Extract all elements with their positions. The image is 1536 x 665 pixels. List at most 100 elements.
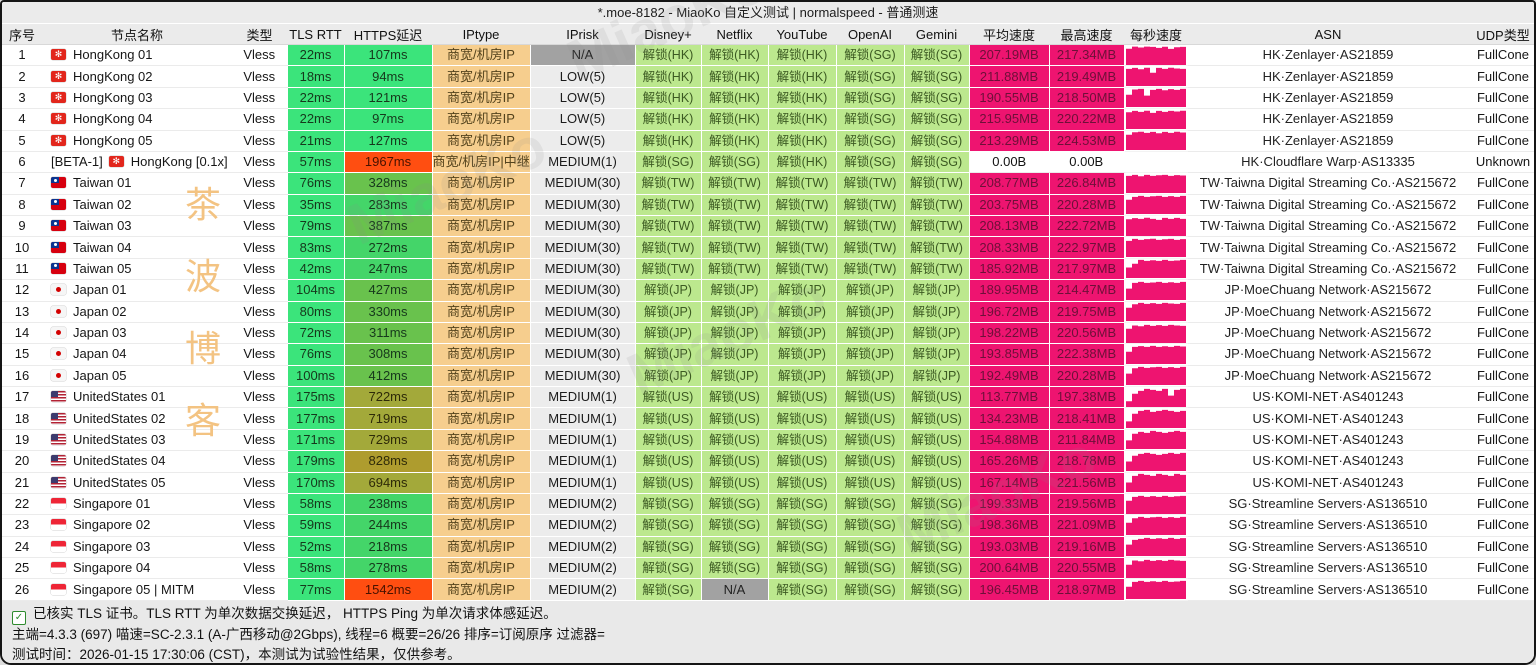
cell-max-speed: 217.34MB <box>1048 44 1125 67</box>
cell-index: 25 <box>2 557 42 580</box>
cell-tls-rtt: 22ms <box>286 108 345 131</box>
cell-https-latency: 94ms <box>343 65 433 88</box>
cell-avg-speed: 193.03MB <box>968 536 1050 559</box>
cell-netflix: 解锁(TW) <box>700 172 769 195</box>
cell-disney: 解锁(US) <box>634 386 702 409</box>
per-second-speed-sparkline <box>1126 559 1187 578</box>
cell-index: 19 <box>2 429 42 452</box>
cell-avg-speed: 190.55MB <box>968 87 1050 110</box>
cell-node-name: Singapore 04 <box>42 557 232 580</box>
cell-gemini: 解锁(SG) <box>903 514 970 537</box>
cell-speed-sparkline <box>1123 429 1188 452</box>
cell-index: 22 <box>2 493 42 516</box>
cell-max-speed: 197.38MB <box>1048 386 1125 409</box>
node-name-label: HongKong 04 <box>73 111 153 127</box>
hk-flag-icon <box>51 134 66 146</box>
cell-asn: TW·Taiwna Digital Streaming Co.·AS215672 <box>1188 236 1468 259</box>
cell-asn: HK·Cloudflare Warp·AS13335 <box>1188 151 1468 174</box>
cell-youtube: 解锁(HK) <box>767 130 837 152</box>
cell-iprisk: LOW(5) <box>530 130 635 152</box>
col-header-disney: Disney+ <box>635 24 701 45</box>
cell-index: 14 <box>2 322 42 345</box>
cell-iptype: 商宽/机房IP <box>431 130 531 152</box>
cell-type: Vless <box>232 130 287 152</box>
cell-avg-speed: 215.95MB <box>968 108 1050 131</box>
per-second-speed-sparkline <box>1126 367 1187 386</box>
cell-udp-type: FullCone <box>1468 450 1534 473</box>
cell-asn: HK·Zenlayer·AS21859 <box>1188 65 1468 88</box>
cell-index: 2 <box>2 65 42 88</box>
cell-speed-sparkline <box>1123 108 1188 131</box>
cell-udp-type: FullCone <box>1468 493 1534 516</box>
cell-node-name: UnitedStates 04 <box>42 450 232 473</box>
cell-iprisk: MEDIUM(2) <box>530 514 635 537</box>
cell-gemini: 解锁(US) <box>903 429 970 452</box>
cell-iprisk: MEDIUM(1) <box>530 429 635 452</box>
cell-netflix: 解锁(TW) <box>700 194 769 217</box>
cell-openai: 解锁(JP) <box>835 279 905 302</box>
cell-node-name: HongKong 04 <box>42 108 232 131</box>
us-flag-icon <box>51 455 66 467</box>
cell-iptype: 商宽/机房IP <box>431 108 531 131</box>
cell-index: 26 <box>2 578 42 601</box>
cell-tls-rtt: 22ms <box>286 44 345 67</box>
cell-gemini: 解锁(JP) <box>903 343 970 366</box>
cell-iprisk: MEDIUM(1) <box>530 407 635 430</box>
cell-disney: 解锁(JP) <box>634 279 702 302</box>
cell-asn: SG·Streamline Servers·AS136510 <box>1188 536 1468 559</box>
cell-disney: 解锁(HK) <box>634 44 702 67</box>
cell-netflix: 解锁(HK) <box>700 87 769 110</box>
cell-tls-rtt: 179ms <box>286 450 345 473</box>
per-second-speed-sparkline <box>1126 474 1187 493</box>
cell-gemini: 解锁(TW) <box>903 258 970 281</box>
cell-iptype: 商宽/机房IP <box>431 429 531 452</box>
cell-gemini: 解锁(JP) <box>903 365 970 388</box>
cell-index: 3 <box>2 87 42 110</box>
cell-iprisk: MEDIUM(30) <box>530 172 635 195</box>
cell-gemini: 解锁(SG) <box>903 130 970 152</box>
tw-flag-icon <box>51 220 66 232</box>
cell-type: Vless <box>232 343 287 366</box>
col-header-node-name: 节点名称 <box>42 24 232 45</box>
cell-https-latency: 719ms <box>343 407 433 430</box>
cell-netflix: 解锁(TW) <box>700 215 769 238</box>
cell-openai: 解锁(US) <box>835 407 905 430</box>
cell-https-latency: 311ms <box>343 322 433 345</box>
per-second-speed-sparkline <box>1126 110 1187 129</box>
cell-type: Vless <box>232 493 287 516</box>
table-header-row: 序号 节点名称 类型 TLS RTT HTTPS延迟 IPtype IPrisk Disney… <box>2 24 1534 45</box>
cell-max-speed: 222.38MB <box>1048 343 1125 366</box>
cell-iprisk: MEDIUM(2) <box>530 536 635 559</box>
table-row: 10 Taiwan 04 Vless 83ms 272ms 商宽/机房IP MEDIUM(3… <box>2 236 1534 259</box>
cell-netflix: 解锁(TW) <box>700 236 769 259</box>
cell-youtube: 解锁(US) <box>767 407 837 430</box>
cell-disney: 解锁(JP) <box>634 365 702 388</box>
node-name-label: Taiwan 01 <box>73 175 132 191</box>
per-second-speed-sparkline <box>1126 238 1187 258</box>
cell-tls-rtt: 42ms <box>286 258 345 281</box>
jp-flag-icon <box>51 348 66 360</box>
cell-avg-speed: 113.77MB <box>968 386 1050 409</box>
cell-iprisk: MEDIUM(30) <box>530 215 635 238</box>
cell-iprisk: LOW(5) <box>530 108 635 131</box>
cell-speed-sparkline <box>1123 365 1188 388</box>
cell-openai: 解锁(SG) <box>835 536 905 559</box>
table-row: 18 UnitedStates 02 Vless 177ms 719ms 商宽/机房IP M… <box>2 407 1534 430</box>
cell-type: Vless <box>232 578 287 601</box>
cell-gemini: 解锁(SG) <box>903 557 970 580</box>
cell-max-speed: 220.22MB <box>1048 108 1125 131</box>
node-name-label: Taiwan 02 <box>73 196 132 212</box>
table-row: 19 UnitedStates 03 Vless 171ms 729ms 商宽/机房IP M… <box>2 429 1534 452</box>
cell-iptype: 商宽/机房IP <box>431 194 531 217</box>
cell-disney: 解锁(SG) <box>634 557 702 580</box>
cell-max-speed: 217.97MB <box>1048 258 1125 281</box>
cell-avg-speed: 154.88MB <box>968 429 1050 452</box>
per-second-speed-sparkline <box>1126 46 1187 65</box>
cell-speed-sparkline <box>1123 472 1188 494</box>
cell-udp-type: FullCone <box>1468 536 1534 559</box>
cell-speed-sparkline <box>1123 87 1188 110</box>
cell-index: 20 <box>2 450 42 473</box>
cell-iptype: 商宽/机房IP <box>431 172 531 195</box>
cell-max-speed: 222.72MB <box>1048 215 1125 238</box>
